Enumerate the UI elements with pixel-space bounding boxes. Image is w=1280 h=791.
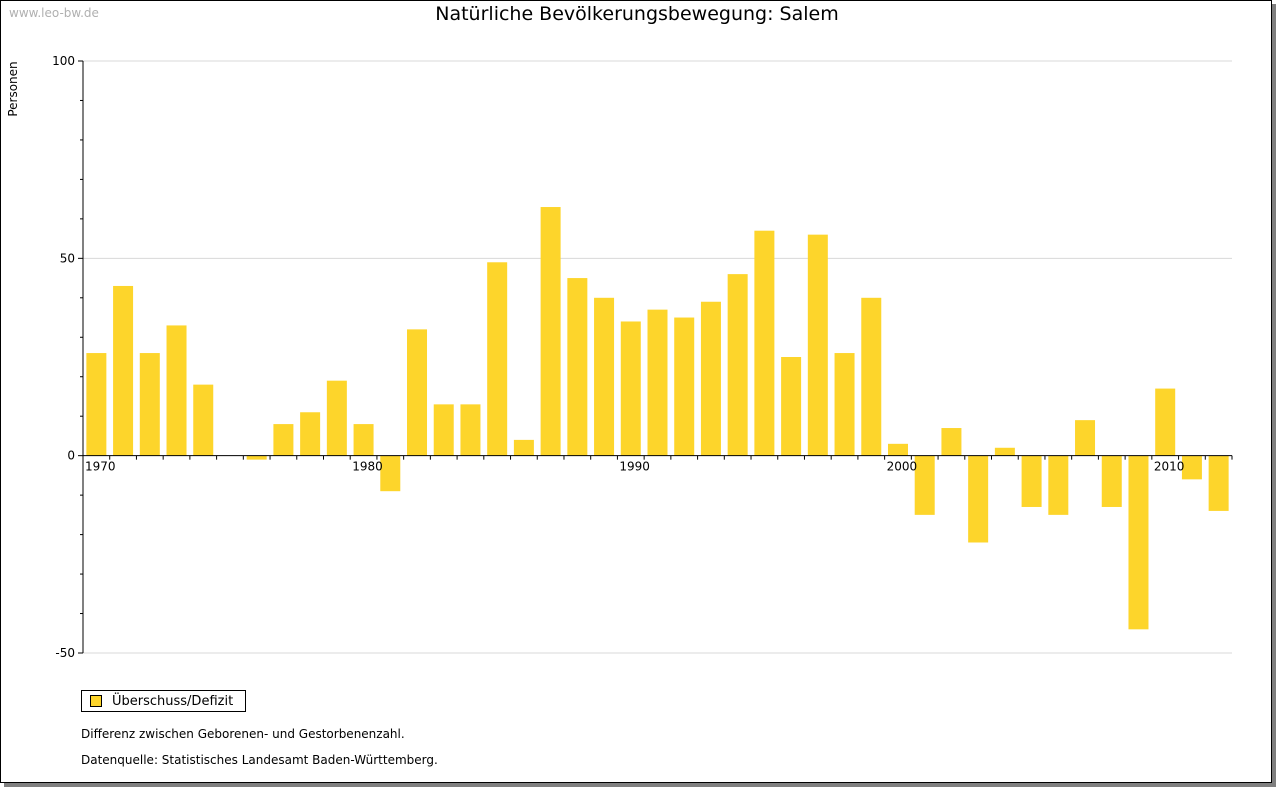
- legend: Überschuss/Defizit: [81, 690, 247, 712]
- legend-swatch: [90, 695, 102, 707]
- bar-1989: [594, 297, 615, 456]
- bar-1977: [273, 424, 294, 456]
- bar-1992: [674, 317, 695, 456]
- bar-1974: [193, 384, 214, 456]
- bar-1991: [647, 309, 668, 456]
- bar-1999: [861, 297, 882, 456]
- bar-2011: [1181, 455, 1202, 480]
- y-tick-label: 50: [60, 251, 75, 265]
- bar-2003: [968, 455, 989, 543]
- bar-1978: [300, 412, 321, 456]
- x-tick-label: 1970: [85, 460, 116, 474]
- bar-1970: [86, 353, 107, 456]
- bar-2006: [1048, 455, 1069, 515]
- watermark: www.leo-bw.de: [9, 6, 99, 20]
- bars: [86, 207, 1229, 630]
- bar-1984: [460, 404, 481, 456]
- bar-1980: [353, 424, 374, 456]
- bar-1993: [700, 301, 721, 456]
- y-tick-label: 100: [52, 54, 75, 68]
- data-source: Datenquelle: Statistisches Landesamt Bad…: [81, 753, 438, 767]
- bar-1983: [433, 404, 454, 456]
- x-tick-label: 1980: [352, 460, 383, 474]
- x-tick-label: 2010: [1154, 460, 1185, 474]
- chart-title: Natürliche Bevölkerungsbewegung: Salem: [435, 3, 839, 25]
- bar-1987: [540, 207, 561, 456]
- bar-2007: [1075, 420, 1096, 456]
- bar-1994: [727, 274, 748, 456]
- y-tick-label: -50: [55, 646, 75, 660]
- bar-1985: [487, 262, 508, 456]
- y-tick-label: 0: [67, 449, 75, 463]
- grid-lines: [83, 60, 1232, 654]
- bar-1971: [113, 285, 134, 456]
- bar-2001: [914, 455, 935, 515]
- bar-1990: [620, 321, 641, 456]
- chart-description: Differenz zwischen Geborenen- und Gestor…: [81, 727, 405, 741]
- x-tick-label: 1990: [619, 460, 650, 474]
- x-tick-label: 2000: [887, 460, 918, 474]
- bar-1972: [139, 353, 160, 456]
- bar-1998: [834, 353, 855, 456]
- bar-1988: [567, 278, 588, 456]
- bar-1995: [754, 230, 775, 456]
- bar-2012: [1208, 455, 1229, 511]
- bar-2005: [1021, 455, 1042, 507]
- y-axis-label: Personen: [6, 61, 20, 116]
- bar-2008: [1101, 455, 1122, 507]
- bar-1973: [166, 325, 187, 456]
- axes: -50 0 50 100 1970 1980 1990 2000 2010: [52, 54, 1233, 660]
- bar-1986: [513, 439, 534, 456]
- bar-1976: [246, 455, 267, 460]
- bar-1997: [807, 234, 828, 456]
- legend-label: Überschuss/Defizit: [112, 693, 234, 709]
- bar-1979: [326, 380, 347, 456]
- bar-chart: -50 0 50 100 1970 1980 1990 2000 2010 Personen: [6, 54, 1233, 660]
- bar-2004: [994, 447, 1015, 456]
- bar-1982: [407, 329, 428, 456]
- bar-2000: [887, 443, 908, 456]
- bar-2002: [941, 428, 962, 456]
- bar-2009: [1128, 455, 1149, 630]
- bar-2010: [1155, 388, 1176, 456]
- bar-1996: [781, 357, 802, 456]
- bar-1981: [380, 455, 401, 492]
